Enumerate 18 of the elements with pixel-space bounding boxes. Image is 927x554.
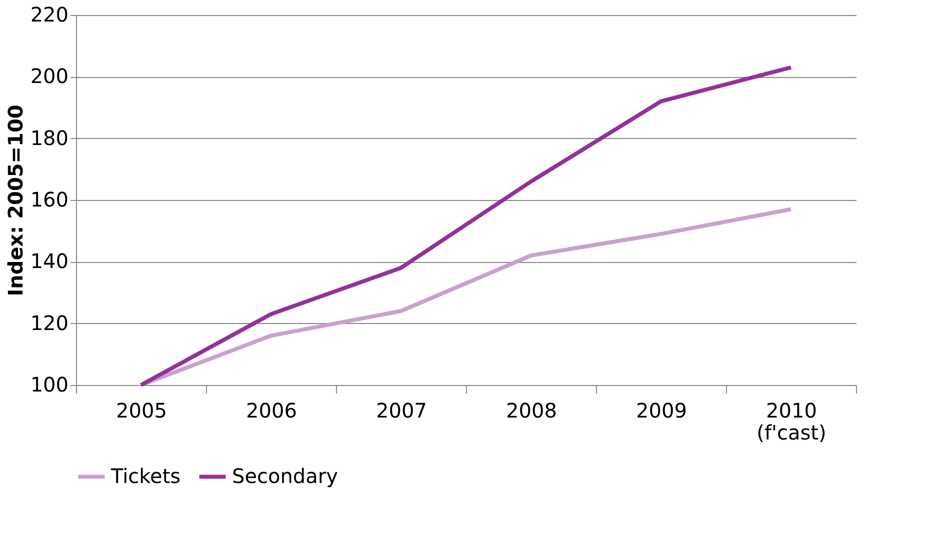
- x-tick-label: 2008: [506, 398, 557, 422]
- x-tick-label: 2010 (f'cast): [756, 398, 826, 444]
- x-tick-label: 2006: [246, 398, 297, 422]
- x-tick-label: 2007: [376, 398, 427, 422]
- line-series: [139, 65, 793, 387]
- y-tick-label: 160: [30, 188, 68, 212]
- y-tick-label: 140: [30, 249, 68, 274]
- y-tick-label: 100: [30, 372, 68, 396]
- x-tick-label: 2005: [116, 398, 167, 422]
- y-tick-label: 200: [30, 64, 68, 88]
- legend-label: Secondary: [232, 464, 338, 488]
- legend-label: Tickets: [110, 464, 181, 488]
- y-tick-label: 220: [30, 2, 68, 26]
- y-tick-label: 120: [30, 310, 68, 335]
- line-series: [139, 207, 793, 387]
- x-tick-label: 2009: [636, 398, 687, 422]
- y-axis-title: Index: 2005=100: [3, 104, 28, 296]
- y-tick-label: 180: [30, 126, 68, 150]
